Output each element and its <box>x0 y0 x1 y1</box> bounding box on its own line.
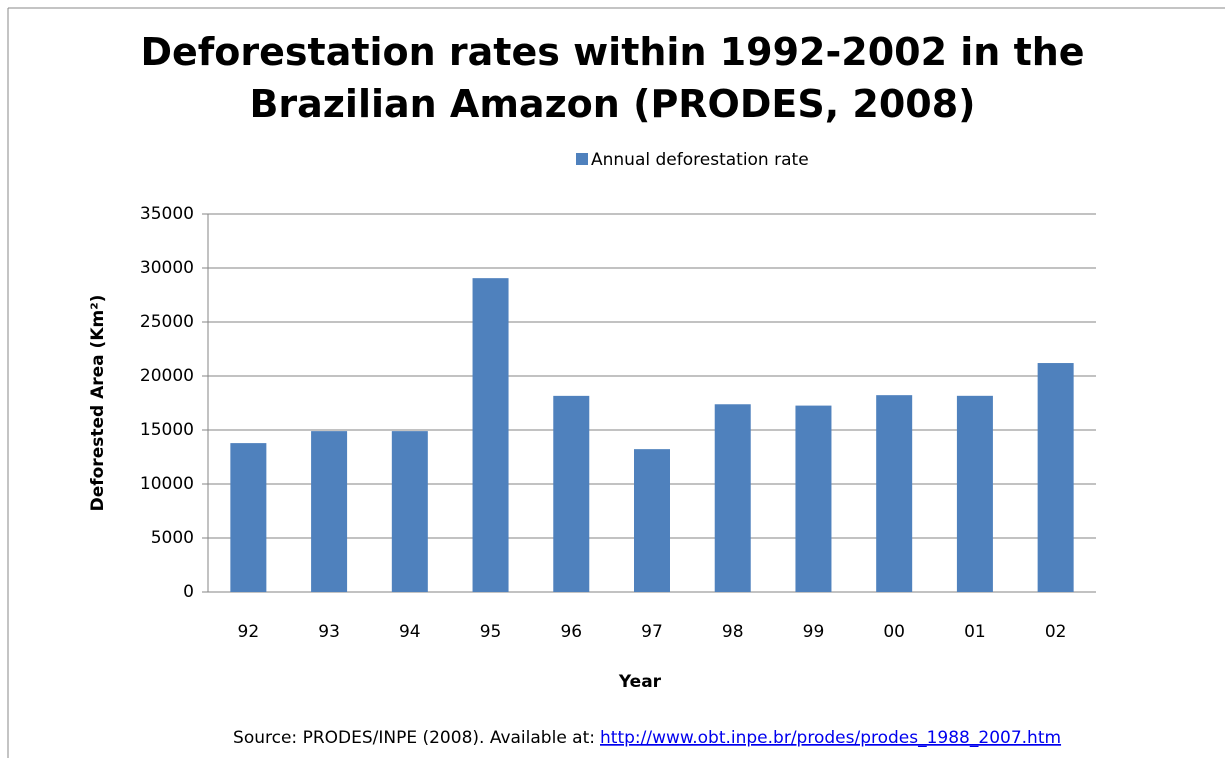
x-tick-label: 98 <box>722 622 744 642</box>
y-tick-label: 5000 <box>151 528 194 548</box>
x-tick-label: 95 <box>480 622 502 642</box>
y-tick-label: 0 <box>183 582 194 602</box>
x-tick-label: 96 <box>560 622 582 642</box>
x-tick-label: 99 <box>803 622 825 642</box>
x-tick-label: 94 <box>399 622 421 642</box>
bar <box>553 395 590 592</box>
x-tick-label: 97 <box>641 622 663 642</box>
x-tick-label: 00 <box>883 622 905 642</box>
bar <box>956 395 993 592</box>
x-tick-label: 02 <box>1045 622 1067 642</box>
x-tick-label: 92 <box>238 622 260 642</box>
legend-swatch <box>576 153 588 165</box>
source: Source: PRODES/INPE (2008). Available at… <box>233 728 595 748</box>
chart-title: Deforestation rates within 1992-2002 in … <box>140 30 1085 126</box>
bar <box>634 449 670 592</box>
y-tick-label: 10000 <box>140 474 194 494</box>
y-tick-label: 15000 <box>140 420 194 440</box>
bar <box>1037 363 1074 592</box>
bar <box>795 405 832 592</box>
bar <box>230 443 267 592</box>
y-tick-label: 35000 <box>140 204 194 224</box>
bar <box>391 431 428 592</box>
y-tick-label: 30000 <box>140 258 194 278</box>
y-tick-label: 20000 <box>140 366 194 386</box>
legend-label: Annual deforestation rate <box>591 150 809 170</box>
x-tick-label: 93 <box>318 622 340 642</box>
y-axis-label: Deforested Area (Km²) <box>88 295 108 512</box>
source-link[interactable]: http://www.obt.inpe.br/prodes/prodes_198… <box>600 728 1061 748</box>
bar <box>472 278 509 592</box>
x-tick-label: 01 <box>964 622 986 642</box>
bar <box>714 404 751 592</box>
x-axis-label: Year <box>618 672 662 692</box>
bar <box>876 395 913 592</box>
bar <box>311 431 348 592</box>
y-tick-label: 25000 <box>140 312 194 332</box>
